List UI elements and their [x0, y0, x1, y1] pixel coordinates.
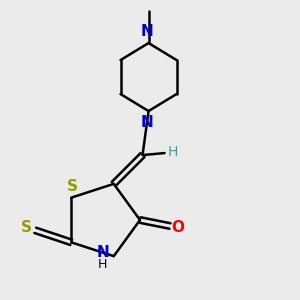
Text: N: N	[140, 115, 153, 130]
Text: S: S	[21, 220, 32, 235]
Text: S: S	[67, 179, 78, 194]
Text: N: N	[96, 245, 109, 260]
Text: N: N	[140, 24, 153, 39]
Text: H: H	[167, 145, 178, 159]
Text: O: O	[172, 220, 184, 236]
Text: H: H	[98, 258, 107, 272]
